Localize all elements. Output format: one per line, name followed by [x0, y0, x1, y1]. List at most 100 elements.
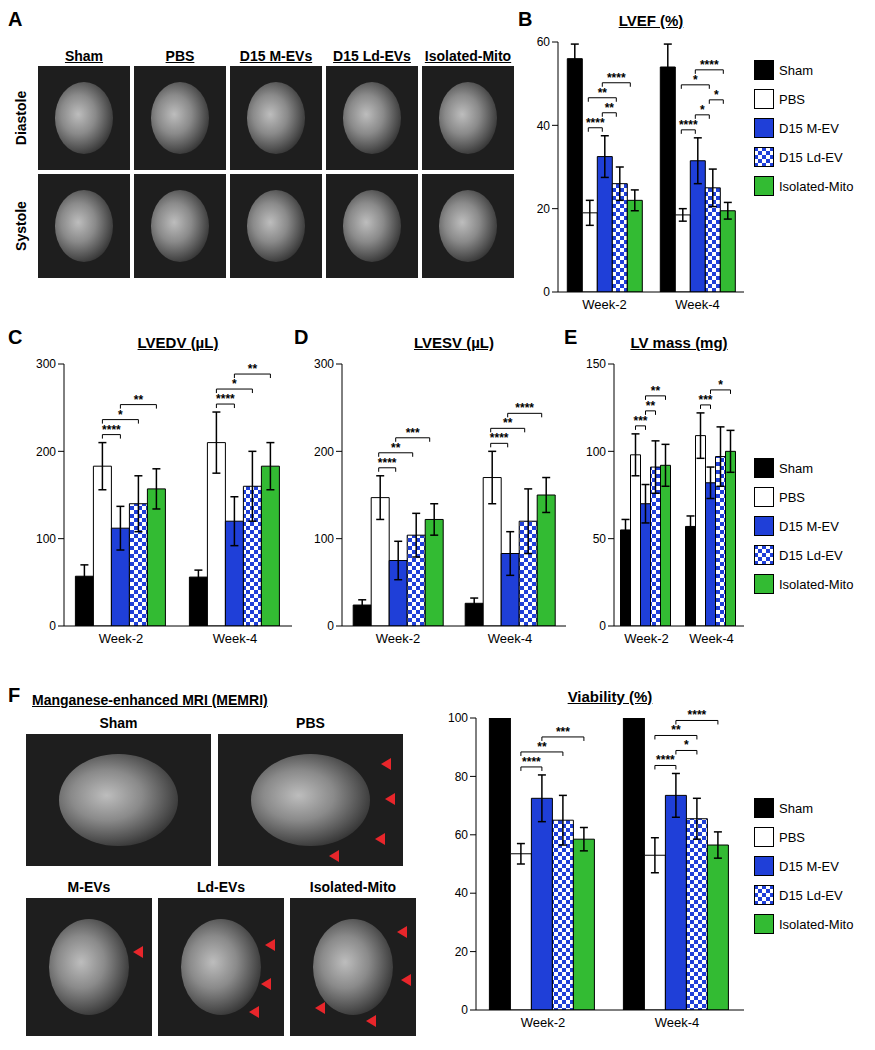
svg-text:****: **** — [688, 708, 707, 722]
html-text:PBS: PBS — [165, 48, 195, 64]
svg-text:50: 50 — [593, 532, 607, 546]
html-text:D15 M-EV: D15 M-EV — [779, 120, 839, 136]
html-text:D15 Ld-EV: D15 Ld-EV — [779, 149, 843, 165]
svg-text:60: 60 — [455, 828, 469, 842]
html-text:Ld-EVs: Ld-EVs — [196, 879, 246, 895]
html-text:Sham: Sham — [99, 715, 138, 731]
svg-text:Week-4: Week-4 — [689, 631, 734, 646]
svg-text:**: ** — [503, 416, 513, 430]
svg-text:****: **** — [700, 58, 719, 72]
svg-text:**: ** — [134, 393, 144, 407]
svg-text:80: 80 — [455, 770, 469, 784]
html-text:Isolated-Mito: Isolated-Mito — [309, 879, 397, 895]
html-text:Sham: Sham — [64, 48, 104, 64]
svg-text:*: * — [693, 73, 698, 87]
svg-text:****: **** — [522, 755, 541, 769]
html-text:Isolated-Mito: Isolated-Mito — [779, 178, 854, 194]
svg-text:****: **** — [378, 456, 397, 470]
svg-text:0: 0 — [327, 619, 334, 633]
svg-text:**: ** — [598, 86, 608, 100]
svg-text:150: 150 — [586, 357, 606, 371]
svg-text:***: *** — [633, 414, 647, 428]
svg-text:**: ** — [605, 101, 615, 115]
svg-text:200: 200 — [36, 445, 56, 459]
html-text:A: A — [8, 8, 23, 30]
html-text:PBS: PBS — [779, 829, 805, 845]
svg-text:Week-4: Week-4 — [488, 631, 533, 646]
svg-text:100: 100 — [448, 711, 468, 725]
svg-text:****: **** — [656, 753, 675, 767]
svg-text:20: 20 — [537, 202, 551, 216]
svg-text:*: * — [714, 88, 719, 102]
svg-text:Week-4: Week-4 — [213, 631, 258, 646]
svg-text:**: ** — [671, 723, 681, 737]
svg-text:Week-2: Week-2 — [582, 297, 627, 312]
html-text:D15 M-EV: D15 M-EV — [779, 858, 839, 874]
html-text:Isolated-Mito: Isolated-Mito — [779, 916, 854, 932]
svg-text:0: 0 — [461, 1003, 468, 1017]
svg-text:***: *** — [698, 393, 712, 407]
svg-text:**: ** — [248, 362, 258, 376]
html-text:B: B — [518, 8, 533, 30]
svg-text:0: 0 — [49, 619, 56, 633]
html-text:PBS: PBS — [779, 91, 805, 107]
html-text:Manganese-enhanced MRI (MEMRI): Manganese-enhanced MRI (MEMRI) — [32, 692, 268, 708]
svg-text:Week-4: Week-4 — [675, 297, 720, 312]
html-text:LVEDV (µL): LVEDV (µL) — [137, 334, 219, 351]
html-text:D15 Ld-EV: D15 Ld-EV — [779, 887, 843, 903]
svg-text:Week-2: Week-2 — [376, 631, 421, 646]
svg-text:40: 40 — [537, 119, 551, 133]
svg-text:40: 40 — [455, 886, 469, 900]
html-text:M-EVs: M-EVs — [67, 879, 111, 895]
html-text:LV mass (mg): LV mass (mg) — [630, 334, 728, 351]
svg-text:*: * — [718, 378, 723, 392]
html-text:Isolated-Mito: Isolated-Mito — [424, 48, 512, 64]
svg-text:****: **** — [586, 116, 605, 130]
svg-text:**: ** — [651, 384, 661, 398]
svg-text:0: 0 — [543, 285, 550, 299]
svg-text:*: * — [684, 738, 689, 752]
html-text:D15 M-EV: D15 M-EV — [779, 518, 839, 534]
svg-text:100: 100 — [586, 445, 606, 459]
svg-text:**: ** — [646, 399, 656, 413]
svg-text:****: **** — [216, 392, 235, 406]
svg-text:***: *** — [556, 725, 570, 739]
html-text:LVEF (%): LVEF (%) — [618, 12, 684, 29]
svg-text:Week-4: Week-4 — [655, 1015, 700, 1030]
svg-text:0: 0 — [599, 619, 606, 633]
svg-text:100: 100 — [314, 532, 334, 546]
svg-text:****: **** — [490, 431, 509, 445]
svg-text:****: **** — [607, 71, 626, 85]
svg-text:100: 100 — [36, 532, 56, 546]
svg-text:*: * — [232, 377, 237, 391]
html-text:LVESV (µL): LVESV (µL) — [414, 334, 494, 351]
svg-text:**: ** — [391, 441, 401, 455]
html-text:Diastole: Diastole — [13, 90, 29, 146]
html-text:Viability (%): Viability (%) — [567, 688, 653, 705]
html-text:D15 M-EVs: D15 M-EVs — [239, 48, 313, 64]
svg-text:300: 300 — [314, 357, 334, 371]
svg-text:*: * — [700, 103, 705, 117]
html-text:PBS: PBS — [779, 489, 805, 505]
svg-text:****: **** — [679, 118, 698, 132]
svg-text:**: ** — [537, 740, 547, 754]
svg-text:300: 300 — [36, 357, 56, 371]
html-text:D15 Ld-EVs: D15 Ld-EVs — [333, 48, 411, 64]
html-text:Systole: Systole — [13, 201, 29, 251]
html-text:D15 Ld-EV: D15 Ld-EV — [779, 547, 843, 563]
svg-text:*: * — [118, 408, 123, 422]
svg-text:60: 60 — [537, 35, 551, 49]
html-text:Sham: Sham — [779, 460, 813, 476]
svg-text:****: **** — [515, 401, 534, 415]
svg-text:***: *** — [406, 426, 420, 440]
svg-text:****: **** — [102, 423, 121, 437]
svg-text:Week-2: Week-2 — [99, 631, 144, 646]
svg-text:Week-2: Week-2 — [521, 1015, 566, 1030]
html-text:Isolated-Mito: Isolated-Mito — [779, 576, 854, 592]
html-text:PBS: PBS — [296, 715, 325, 731]
html-text:Sham: Sham — [779, 62, 813, 78]
html-text:Sham: Sham — [779, 800, 813, 816]
svg-text:Week-2: Week-2 — [624, 631, 669, 646]
svg-text:200: 200 — [314, 445, 334, 459]
svg-text:20: 20 — [455, 945, 469, 959]
